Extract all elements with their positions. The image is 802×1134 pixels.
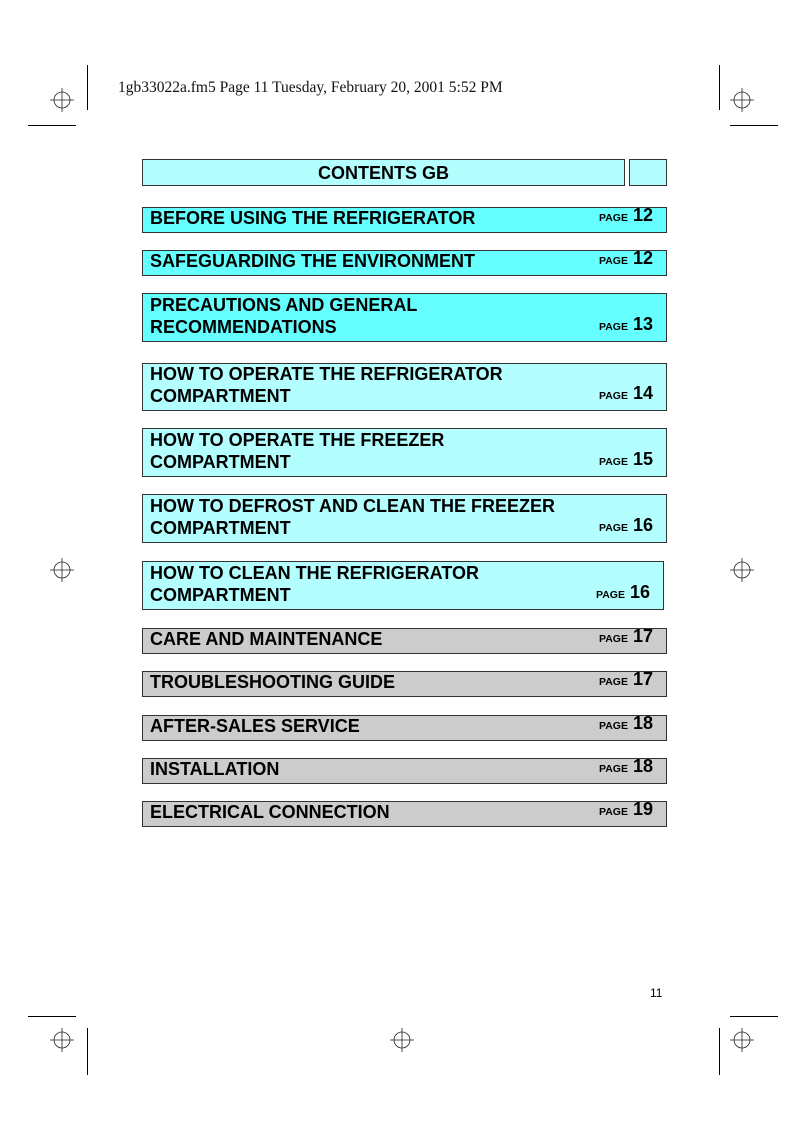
entry-page-ref: PAGE 13 <box>599 313 653 338</box>
page-word: PAGE <box>598 522 628 534</box>
entry-title: SAFEGUARDING THE ENVIRONMENT <box>150 250 475 272</box>
page-word: PAGE <box>598 390 628 402</box>
entry-page-ref: PAGE 16 <box>599 514 653 539</box>
entry-page-number: 15 <box>632 449 653 469</box>
contents-entry[interactable]: AFTER-SALES SERVICE PAGE 18 <box>142 712 667 741</box>
registration-mark-icon <box>47 85 77 115</box>
entry-title-line: PRECAUTIONS AND GENERAL <box>150 295 418 315</box>
entry-title: HOW TO CLEAN THE REFRIGERATOR COMPARTMENT <box>150 562 479 606</box>
entry-title: PRECAUTIONS AND GENERAL RECOMMENDATIONS <box>150 294 417 338</box>
page-word: PAGE <box>598 676 628 688</box>
registration-mark-icon <box>727 1025 757 1055</box>
entry-title-line: HOW TO OPERATE THE REFRIGERATOR <box>150 364 503 384</box>
contents-entry[interactable]: TROUBLESHOOTING GUIDE PAGE 17 <box>142 668 667 697</box>
entry-page-ref: PAGE 16 <box>596 581 650 606</box>
entry-title-line: COMPARTMENT <box>150 386 291 406</box>
entry-title-line: HOW TO CLEAN THE REFRIGERATOR <box>150 563 480 583</box>
entry-page-number: 13 <box>632 314 653 334</box>
entry-page-ref: PAGE 18 <box>599 755 653 780</box>
contents-entry[interactable]: HOW TO OPERATE THE REFRIGERATOR COMPARTME… <box>142 363 667 411</box>
entry-page-number: 16 <box>632 515 653 535</box>
entry-page-ref: PAGE 17 <box>599 625 653 650</box>
entry-title: AFTER-SALES SERVICE <box>150 715 360 737</box>
entry-page-number: 16 <box>629 582 650 602</box>
entry-page-number: 14 <box>632 383 653 403</box>
entry-title: ELECTRICAL CONNECTION <box>150 801 390 823</box>
entry-page-ref: PAGE 18 <box>599 712 653 737</box>
entry-page-number: 12 <box>632 205 653 225</box>
page-word: PAGE <box>598 720 628 732</box>
crop-line <box>730 1016 778 1017</box>
entry-title-line: BEFORE USING THE REFRIGERATOR <box>150 208 476 228</box>
crop-line <box>28 125 76 126</box>
entry-page-number: 18 <box>632 756 653 776</box>
entry-page-ref: PAGE 14 <box>599 382 653 407</box>
entry-page-ref: PAGE 15 <box>599 448 653 473</box>
registration-mark-icon <box>387 1025 417 1055</box>
entry-title: TROUBLESHOOTING GUIDE <box>150 671 395 693</box>
contents-entry[interactable]: SAFEGUARDING THE ENVIRONMENT PAGE 12 <box>142 247 667 276</box>
entry-title: HOW TO DEFROST AND CLEAN THE FREEZER COMP… <box>150 495 555 539</box>
entry-title-line: TROUBLESHOOTING GUIDE <box>150 672 396 692</box>
contents-title: CONTENTS GB <box>142 159 625 186</box>
entry-title: INSTALLATION <box>150 758 279 780</box>
crop-line <box>730 125 778 126</box>
page-word: PAGE <box>598 255 628 267</box>
page-word: PAGE <box>598 806 628 818</box>
entry-title-line: COMPARTMENT <box>150 585 291 605</box>
crop-line <box>87 1028 88 1075</box>
page-word: PAGE <box>598 763 628 775</box>
entry-title-line: SAFEGUARDING THE ENVIRONMENT <box>150 251 476 271</box>
entry-title-line: AFTER-SALES SERVICE <box>150 716 360 736</box>
crop-line <box>28 1016 76 1017</box>
contents-entry[interactable]: BEFORE USING THE REFRIGERATOR PAGE 12 <box>142 204 667 233</box>
entry-page-number: 19 <box>632 799 653 819</box>
contents-entry[interactable]: HOW TO OPERATE THE FREEZER COMPARTMENT PAG… <box>142 428 667 477</box>
crop-line <box>719 1028 720 1075</box>
registration-mark-icon <box>727 555 757 585</box>
contents-entry[interactable]: HOW TO CLEAN THE REFRIGERATOR COMPARTMENT… <box>142 561 664 610</box>
crop-line <box>719 65 720 110</box>
entry-title: HOW TO OPERATE THE FREEZER COMPARTMENT <box>150 429 444 473</box>
registration-mark-icon <box>47 555 77 585</box>
entry-title: CARE AND MAINTENANCE <box>150 628 382 650</box>
entry-title: BEFORE USING THE REFRIGERATOR <box>150 207 475 229</box>
entry-title-line: COMPARTMENT <box>150 518 291 538</box>
entry-page-number: 17 <box>632 669 653 689</box>
entry-title-line: CARE AND MAINTENANCE <box>150 629 383 649</box>
page-word: PAGE <box>598 321 628 333</box>
entry-title-line: HOW TO DEFROST AND CLEAN THE FREEZER <box>150 496 555 516</box>
page-word: PAGE <box>598 456 628 468</box>
contents-entry[interactable]: PRECAUTIONS AND GENERAL RECOMMENDATIONS PA… <box>142 293 667 342</box>
registration-mark-icon <box>727 85 757 115</box>
entry-title-line: RECOMMENDATIONS <box>150 317 337 337</box>
entry-title: HOW TO OPERATE THE REFRIGERATOR COMPARTME… <box>150 363 503 407</box>
entry-page-ref: PAGE 12 <box>599 204 653 229</box>
entry-page-number: 12 <box>632 248 653 268</box>
file-header-line: 1gb33022a.fm5 Page 11 Tuesday, February … <box>118 79 503 96</box>
contents-side-box <box>629 159 667 186</box>
crop-line <box>87 65 88 110</box>
entry-page-ref: PAGE 19 <box>599 798 653 823</box>
entry-page-ref: PAGE 17 <box>599 668 653 693</box>
page-number: 11 <box>650 986 663 1000</box>
entry-page-ref: PAGE 12 <box>599 247 653 272</box>
contents-entry[interactable]: ELECTRICAL CONNECTION PAGE 19 <box>142 798 667 827</box>
page-word: PAGE <box>595 589 625 601</box>
contents-entry[interactable]: CARE AND MAINTENANCE PAGE 17 <box>142 625 667 654</box>
page-word: PAGE <box>598 633 628 645</box>
registration-mark-icon <box>47 1025 77 1055</box>
contents-entry[interactable]: HOW TO DEFROST AND CLEAN THE FREEZER COMP… <box>142 494 667 543</box>
contents-entry[interactable]: INSTALLATION PAGE 18 <box>142 755 667 784</box>
entry-page-number: 17 <box>632 626 653 646</box>
entry-title-line: ELECTRICAL CONNECTION <box>150 802 390 822</box>
entry-title-line: COMPARTMENT <box>150 452 291 472</box>
entry-title-line: HOW TO OPERATE THE FREEZER <box>150 430 445 450</box>
entry-title-line: INSTALLATION <box>150 759 280 779</box>
page-word: PAGE <box>598 212 628 224</box>
entry-page-number: 18 <box>632 713 653 733</box>
